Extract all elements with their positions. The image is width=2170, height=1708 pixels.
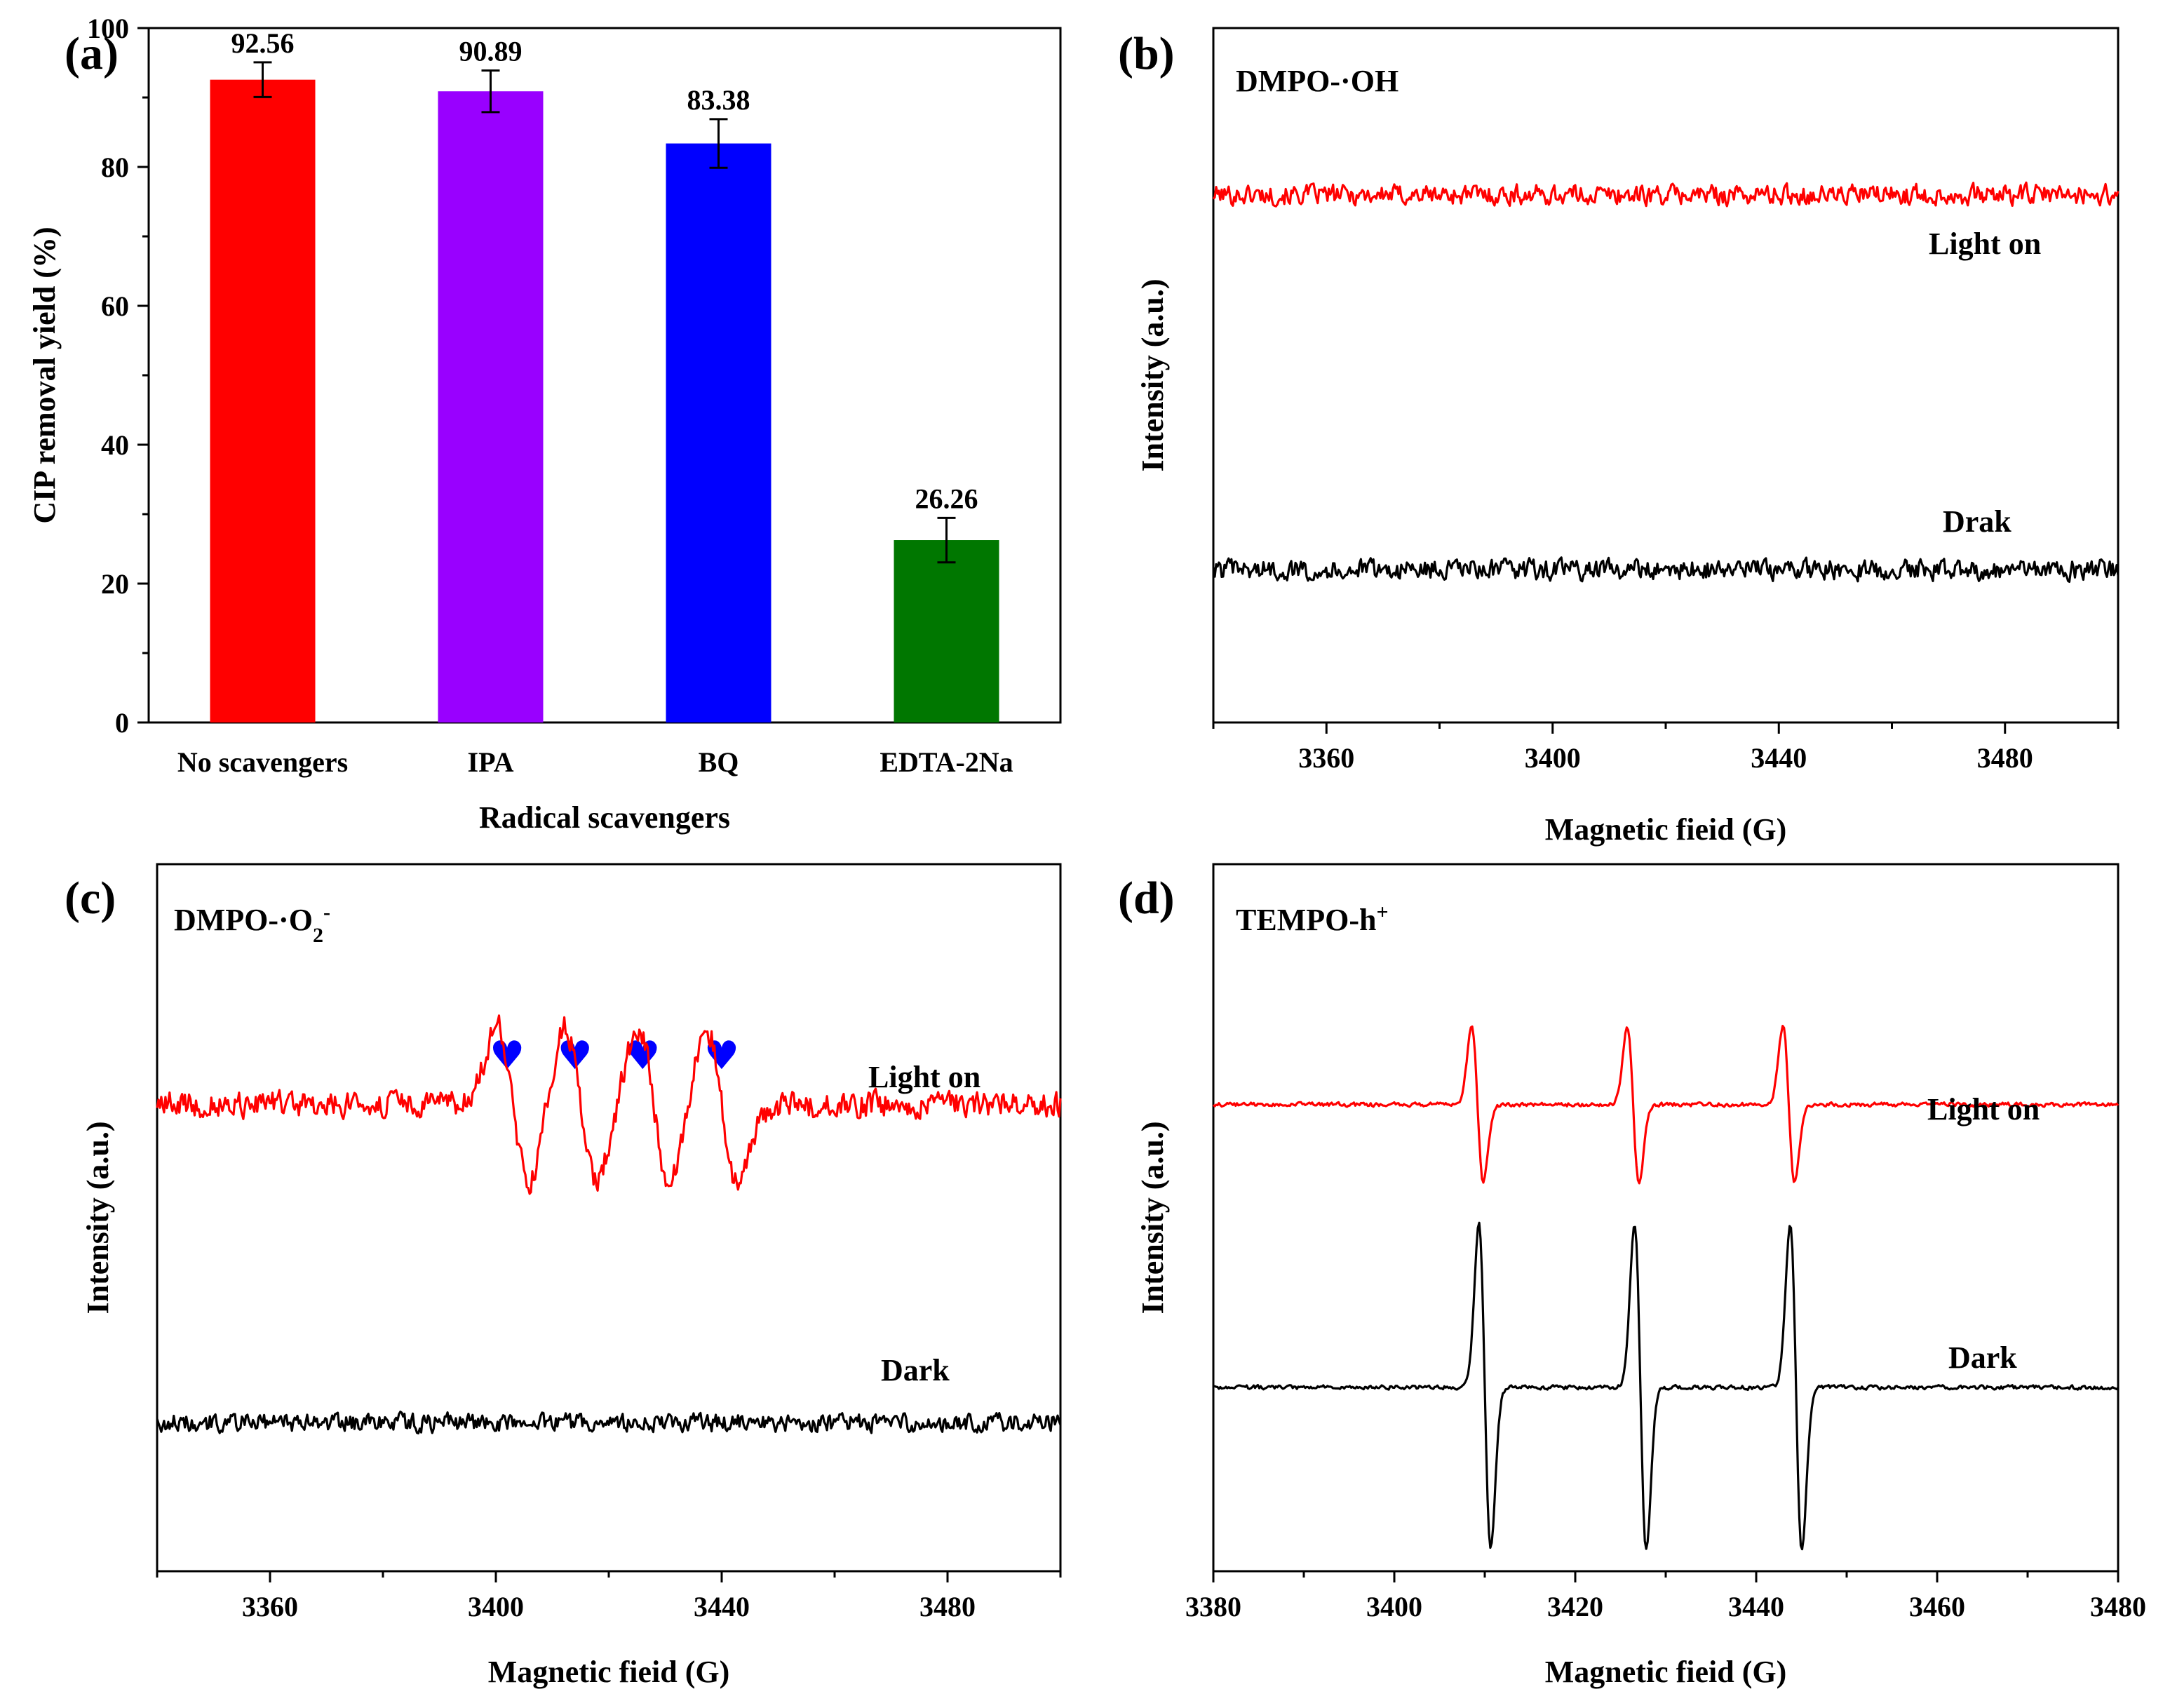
panel-c: (c) DMPO-·O2- ♥ ♥ ♥ ♥ Light on Dark 3360 340… bbox=[65, 863, 1062, 1689]
annotation-c-sub: 2 bbox=[313, 924, 323, 947]
series-label-dark-d: Dark bbox=[1948, 1340, 2017, 1375]
x-tick-label: 3480 bbox=[1977, 742, 2033, 774]
heart-marker: ♥ bbox=[490, 1033, 525, 1079]
y-axis-title-d: Intensity (a.u.) bbox=[1135, 1121, 1170, 1314]
panel-b: (b) DMPO-·OH Light on Drak 3360 3400 3440 3… bbox=[1118, 27, 2120, 847]
spectrum-line-dark bbox=[156, 1410, 1062, 1434]
y-tick-label-a: 100 bbox=[87, 13, 129, 44]
series-label-light-on-c: Light on bbox=[868, 1060, 980, 1094]
bars-a: 92.56 90.89 83.38 26.26 bbox=[210, 27, 999, 723]
x-ticks-c: 3360 3400 3440 3480 bbox=[156, 1571, 1062, 1622]
y-axis-title-b: Intensity (a.u.) bbox=[1135, 278, 1170, 471]
bar-value-label-1: 90.89 bbox=[459, 35, 523, 67]
x-tick-label: 3460 bbox=[1909, 1591, 1965, 1622]
bar-3 bbox=[894, 540, 999, 722]
annotation-d-main: TEMPO-h bbox=[1236, 903, 1376, 937]
x-tick-label: 3440 bbox=[694, 1591, 750, 1622]
y-axis-title-a: CIP removal yield (%) bbox=[27, 227, 62, 523]
x-axis-title-a: Radical scavengers bbox=[479, 800, 730, 835]
annotation-d: TEMPO-h+ bbox=[1236, 901, 1389, 938]
y-tick-label-a: 20 bbox=[101, 568, 129, 600]
x-axis-title-b: Magnetic fieid (G) bbox=[1545, 812, 1787, 847]
heart-markers-c: ♥ ♥ ♥ ♥ bbox=[490, 1033, 739, 1079]
x-tick-label-a: BQ bbox=[699, 746, 739, 778]
annotation-c: DMPO-·O2- bbox=[174, 901, 330, 947]
series-label-dark-c: Dark bbox=[881, 1353, 950, 1387]
panel-label-c: (c) bbox=[65, 873, 116, 924]
x-ticks-b: 3360 3400 3440 3480 bbox=[1212, 722, 2120, 774]
spectrum-line-light-on bbox=[156, 1014, 1062, 1195]
spectra-b bbox=[1212, 181, 2120, 584]
bar-1 bbox=[438, 91, 544, 723]
y-tick-label-a: 0 bbox=[115, 707, 129, 739]
panel-label-a: (a) bbox=[65, 28, 119, 79]
y-ticks-a: 0 20 40 60 80 100 bbox=[87, 13, 149, 739]
bar-2 bbox=[666, 143, 771, 723]
x-tick-label: 3400 bbox=[1366, 1591, 1422, 1622]
x-tick-label: 3400 bbox=[468, 1591, 524, 1622]
x-axis-title-d: Magnetic fieid (G) bbox=[1545, 1655, 1787, 1689]
spectrum-line-light-on bbox=[1212, 181, 2120, 208]
y-tick-label-a: 60 bbox=[101, 290, 129, 322]
bar-0 bbox=[210, 79, 316, 722]
series-label-light-on-b: Light on bbox=[1929, 227, 2041, 261]
x-tick-label: 3360 bbox=[242, 1591, 298, 1622]
panel-label-b: (b) bbox=[1118, 28, 1175, 79]
y-axis-title-c: Intensity (a.u.) bbox=[81, 1121, 115, 1314]
x-tick-label-a: IPA bbox=[468, 746, 514, 778]
x-tick-label: 3400 bbox=[1525, 742, 1581, 774]
x-tick-label-a: No scavengers bbox=[177, 746, 348, 778]
annotation-d-sup: + bbox=[1376, 901, 1388, 924]
annotation-b: DMPO-·OH bbox=[1236, 64, 1399, 98]
x-axis-title-c: Magnetic fieid (G) bbox=[488, 1655, 730, 1689]
x-tick-label: 3440 bbox=[1751, 742, 1807, 774]
x-tick-label-a: EDTA-2Na bbox=[880, 746, 1013, 778]
plot-frame-d bbox=[1212, 863, 2120, 1573]
x-tick-label: 3480 bbox=[2090, 1591, 2146, 1622]
x-tick-label: 3440 bbox=[1728, 1591, 1784, 1622]
plot-frame-b bbox=[1212, 27, 2120, 724]
panel-a: (a) 92.56 90.89 83.38 26.26 0 20 40 60 80 100 No… bbox=[27, 13, 1062, 835]
spectra-c bbox=[156, 1014, 1062, 1434]
series-label-dark-b: Drak bbox=[1943, 504, 2011, 539]
spectrum-line-light-on bbox=[1212, 1024, 2120, 1185]
x-tick-label: 3420 bbox=[1547, 1591, 1603, 1622]
annotation-c-sup: - bbox=[323, 901, 330, 924]
bar-value-label-0: 92.56 bbox=[231, 27, 295, 59]
panel-d: (d) TEMPO-h+ Light on Dark 3380 3400 3420 3… bbox=[1118, 863, 2146, 1689]
panel-label-d: (d) bbox=[1118, 873, 1175, 924]
x-ticks-a: No scavengers IPA BQ EDTA-2Na bbox=[177, 746, 1013, 778]
spectrum-line-dark bbox=[1213, 1221, 2120, 1551]
plot-frame-c bbox=[156, 863, 1062, 1573]
spectra-d bbox=[1212, 1024, 2120, 1551]
bar-value-label-2: 83.38 bbox=[687, 84, 750, 116]
y-tick-label-a: 80 bbox=[101, 152, 129, 183]
annotation-c-main: DMPO-·O bbox=[174, 903, 313, 937]
series-label-light-on-d: Light on bbox=[1927, 1092, 2040, 1127]
spectrum-line-dark bbox=[1212, 556, 2120, 584]
x-tick-label: 3480 bbox=[919, 1591, 976, 1622]
x-ticks-d: 3380 3400 3420 3440 3460 3480 bbox=[1185, 1571, 2146, 1622]
x-tick-label: 3380 bbox=[1185, 1591, 1241, 1622]
y-tick-label-a: 40 bbox=[101, 429, 129, 461]
bar-value-label-3: 26.26 bbox=[915, 483, 978, 514]
x-tick-label: 3360 bbox=[1298, 742, 1354, 774]
